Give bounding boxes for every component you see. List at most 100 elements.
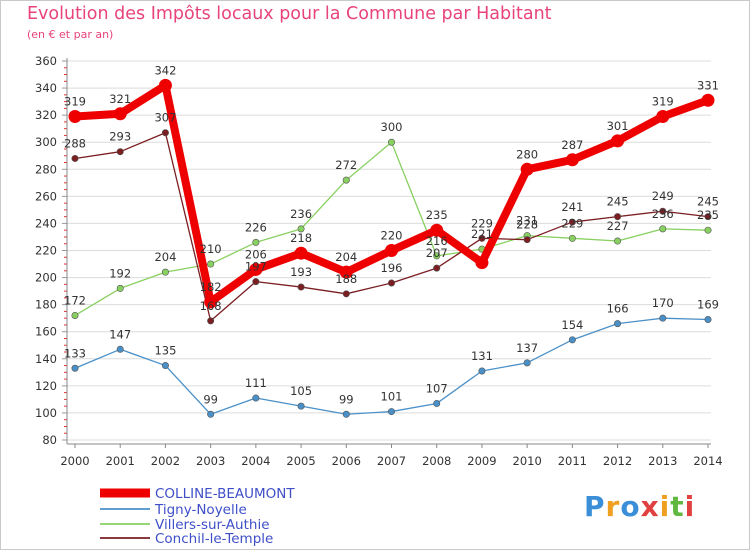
data-point: [614, 320, 622, 328]
data-point: [611, 134, 625, 148]
data-label: 137: [516, 341, 538, 355]
data-label: 105: [290, 384, 312, 398]
chart-title: Evolution des Impôts locaux pour la Comm…: [27, 4, 552, 24]
data-label: 235: [426, 208, 448, 222]
data-point: [520, 162, 534, 176]
logo-letter: i: [659, 490, 671, 523]
logo-letter: o: [620, 490, 641, 523]
data-point: [113, 107, 127, 121]
logo-letter: t: [670, 490, 685, 523]
data-point: [659, 314, 667, 322]
x-tick-label: 2012: [603, 454, 632, 468]
data-label: 210: [200, 242, 222, 256]
y-tick-label: 220: [35, 244, 57, 258]
data-label: 131: [471, 349, 493, 363]
x-tick-label: 2002: [151, 454, 180, 468]
data-label: 236: [652, 207, 674, 221]
data-point: [339, 265, 353, 279]
data-point: [161, 129, 169, 137]
legend-label: COLLINE-BEAUMONT: [155, 486, 295, 502]
data-point: [297, 283, 305, 291]
data-label: 249: [652, 189, 674, 203]
x-tick-label: 2007: [377, 454, 406, 468]
data-label: 169: [697, 298, 719, 312]
data-point: [297, 402, 305, 410]
data-point: [158, 78, 172, 92]
data-point: [568, 336, 576, 344]
x-tick-label: 2010: [513, 454, 542, 468]
x-tick-label: 2008: [422, 454, 451, 468]
data-label: 229: [561, 216, 583, 230]
data-point: [252, 238, 260, 246]
y-tick-label: 120: [35, 379, 57, 393]
data-point: [704, 213, 712, 221]
data-point: [433, 399, 441, 407]
data-point: [614, 213, 622, 221]
data-point: [207, 410, 215, 418]
data-point: [659, 225, 667, 233]
data-label: 111: [245, 376, 267, 390]
y-tick-label: 240: [35, 216, 57, 230]
data-label: 227: [607, 219, 629, 233]
data-label: 272: [335, 158, 357, 172]
data-point: [430, 223, 444, 237]
data-point: [68, 109, 82, 123]
data-point: [523, 359, 531, 367]
data-label: 99: [339, 392, 354, 406]
data-point: [659, 207, 667, 215]
data-point: [71, 311, 79, 319]
y-tick-label: 200: [35, 271, 57, 285]
data-label: 99: [203, 392, 218, 406]
x-tick-label: 2011: [558, 454, 587, 468]
legend-label: Villers-sur-Authie: [155, 517, 270, 533]
data-point: [161, 362, 169, 370]
data-point: [207, 317, 215, 325]
y-tick-label: 340: [35, 81, 57, 95]
data-label: 172: [64, 293, 86, 307]
data-label: 307: [154, 111, 176, 125]
legend-label: Conchil-le-Temple: [155, 531, 273, 547]
data-label: 135: [154, 344, 176, 358]
data-label: 342: [154, 63, 176, 77]
data-label: 220: [381, 229, 403, 243]
data-label: 193: [290, 265, 312, 279]
data-point: [71, 154, 79, 162]
data-label: 319: [64, 94, 86, 108]
data-label: 197: [245, 260, 267, 274]
data-point: [475, 256, 489, 270]
data-label: 101: [381, 390, 403, 404]
y-tick-label: 160: [35, 325, 57, 339]
logo-letter: x: [640, 490, 660, 523]
logo-letter: i: [684, 490, 696, 523]
data-label: 204: [154, 250, 176, 264]
logo-letter: r: [605, 490, 621, 523]
data-label: 300: [381, 120, 403, 134]
data-label: 192: [109, 266, 131, 280]
x-tick-label: 2013: [648, 454, 677, 468]
data-point: [385, 244, 398, 257]
data-label: 293: [109, 130, 131, 144]
data-label: 107: [426, 381, 448, 395]
data-label: 231: [516, 214, 538, 228]
x-tick-label: 2014: [693, 454, 722, 468]
data-point: [342, 410, 350, 418]
data-point: [568, 234, 576, 242]
proxiti-logo: Proxiti: [584, 490, 695, 523]
data-label: 170: [652, 296, 674, 310]
data-point: [478, 367, 486, 375]
data-label: 154: [561, 318, 583, 332]
data-point: [116, 284, 124, 292]
data-label: 287: [561, 138, 583, 152]
y-tick-label: 300: [35, 135, 57, 149]
data-point: [342, 176, 350, 184]
data-point: [568, 218, 576, 226]
x-tick-label: 2001: [106, 454, 135, 468]
data-point: [433, 264, 441, 272]
data-point: [478, 234, 486, 242]
data-label: 288: [64, 136, 86, 150]
data-label: 321: [109, 92, 131, 106]
data-label: 166: [607, 302, 629, 316]
data-label: 301: [607, 119, 629, 133]
data-label: 245: [697, 195, 719, 209]
